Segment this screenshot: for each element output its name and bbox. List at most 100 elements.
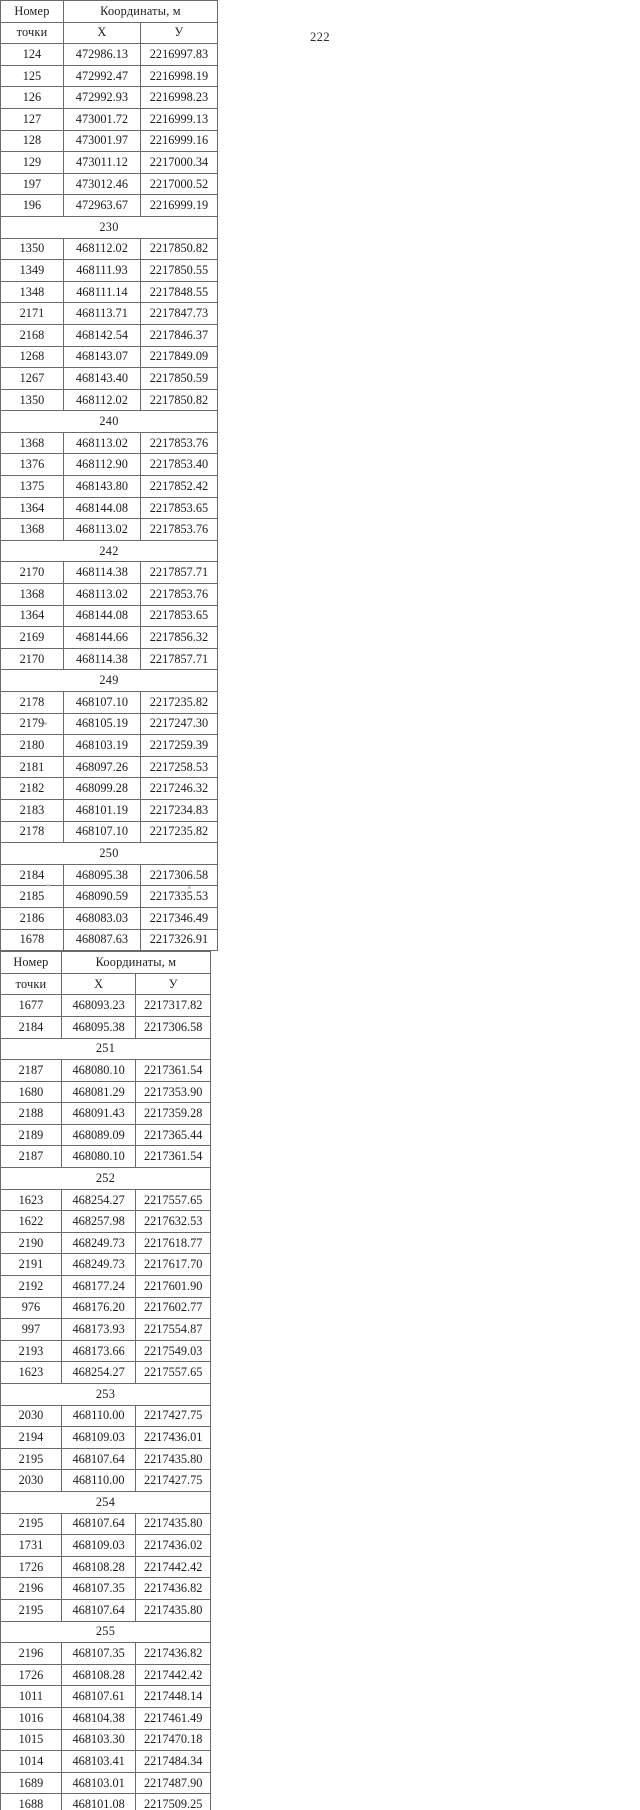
point-number: 2178 [0, 820, 64, 844]
section-header-row: 253 [0, 1383, 211, 1406]
x-coordinate: 472986.13 [62, 43, 141, 66]
y-coordinate: 2217000.52 [139, 172, 219, 196]
x-coordinate: 468087.63 [62, 928, 141, 952]
point-number: 125 [0, 64, 64, 88]
table-row: 1364 468144.08 2217853.65 [0, 604, 219, 628]
table-row: 2195 468107.64 2217435.80 [0, 1512, 211, 1536]
table-row: 2193 468173.66 2217549.03 [0, 1339, 211, 1363]
y-coordinate: 2217427.75 [135, 1469, 211, 1492]
y-coordinate: 2217850.59 [139, 367, 219, 390]
table-row: 1368 468113.02 2217853.76 [0, 431, 219, 455]
x-coordinate: 468173.93 [60, 1318, 137, 1341]
table-row: 1368 468113.02 2217853.76 [0, 518, 219, 541]
x-coordinate: 468111.14 [62, 280, 141, 304]
section-header-row: 242 [0, 539, 218, 563]
x-coordinate: 468144.08 [62, 604, 141, 628]
point-number: 2192 [0, 1275, 62, 1298]
point-number: 1731 [0, 1534, 62, 1557]
table-row: 2181 468097.26 2217258.53 [0, 755, 219, 779]
y-coordinate: 2217353.90 [135, 1080, 211, 1104]
section-number: 242 [0, 539, 218, 563]
y-coordinate: 2217853.65 [139, 496, 219, 520]
x-coordinate: 468103.19 [62, 734, 141, 757]
table-row: 2188 468091.43 2217359.28 [0, 1102, 211, 1125]
y-coordinate: 2217435.80 [135, 1447, 211, 1471]
x-coordinate: 468254.27 [60, 1361, 137, 1384]
table-row: 127 473001.72 2216999.13 [0, 107, 219, 131]
y-coordinate: 2216998.23 [139, 86, 219, 109]
header-coordinates: Координаты, м [60, 951, 212, 974]
table-row: 1678 468087.63 2217326.91 [0, 928, 219, 952]
section-header-row: 240 [0, 410, 218, 433]
x-coordinate: 468177.24 [60, 1275, 137, 1298]
header-coordinates: Координаты, м [62, 0, 219, 23]
point-number: 1376 [0, 453, 64, 477]
point-number: 2170 [0, 647, 64, 671]
y-coordinate: 2217235.82 [139, 691, 219, 714]
y-coordinate: 2217346.49 [139, 906, 219, 930]
point-number: 1689 [0, 1771, 62, 1795]
x-coordinate: 468089.09 [60, 1123, 137, 1147]
y-coordinate: 2216998.19 [139, 64, 219, 88]
point-number: 2189 [0, 1123, 62, 1147]
section-number: 254 [0, 1490, 211, 1514]
point-number: 2180 [0, 734, 64, 757]
point-number: 1349 [0, 259, 64, 282]
table-row: 2168 468142.54 2217846.37 [0, 323, 219, 347]
y-coordinate: 2217602.77 [135, 1296, 211, 1320]
point-number: 2187 [0, 1145, 62, 1169]
y-coordinate: 2217306.58 [135, 1015, 211, 1039]
y-coordinate: 2217461.49 [135, 1706, 211, 1730]
y-coordinate: 2217335.53 [139, 885, 219, 908]
x-coordinate: 473001.72 [62, 107, 141, 131]
table-row: 2030 468110.00 2217427.75 [0, 1404, 211, 1428]
point-number: 1011 [0, 1685, 62, 1708]
x-coordinate: 468176.20 [60, 1296, 137, 1320]
y-coordinate: 2217856.32 [139, 626, 219, 649]
point-number: 127 [0, 107, 64, 131]
x-coordinate: 468101.08 [60, 1793, 137, 1810]
table-row: 2190 468249.73 2217618.77 [0, 1231, 211, 1255]
x-coordinate: 468107.61 [60, 1685, 137, 1708]
x-coordinate: 468095.38 [60, 1015, 137, 1039]
point-number: 2184 [0, 1015, 62, 1039]
x-coordinate: 468107.64 [60, 1512, 137, 1536]
point-number: 1680 [0, 1080, 62, 1104]
y-coordinate: 2216999.19 [139, 194, 219, 217]
point-number: 1623 [0, 1188, 62, 1212]
left-coordinate-table: Номер Координаты, м точки X У 124 472986.… [0, 0, 219, 952]
y-coordinate: 2217427.75 [135, 1404, 211, 1428]
y-coordinate: 2217849.09 [139, 345, 219, 369]
point-number: 2181 [0, 755, 64, 779]
y-coordinate: 2217601.90 [135, 1275, 211, 1298]
x-coordinate: 468114.38 [62, 561, 141, 585]
y-coordinate: 2217857.71 [139, 647, 219, 671]
y-coordinate: 2217365.44 [135, 1123, 211, 1147]
section-header-row: 254 [0, 1490, 211, 1514]
y-coordinate: 2217436.01 [135, 1426, 211, 1449]
table-row: 2191 468249.73 2217617.70 [0, 1253, 211, 1277]
table-row: 1015 468103.30 2217470.18 [0, 1728, 211, 1752]
point-number: 2030 [0, 1404, 62, 1428]
x-coordinate: 468143.80 [62, 475, 141, 498]
page-number: 222 [310, 30, 330, 44]
y-coordinate: 2217246.32 [139, 777, 219, 800]
table-row: 1376 468112.90 2217853.40 [0, 453, 219, 477]
point-number: 2169 [0, 626, 64, 649]
y-coordinate: 2217632.53 [135, 1210, 211, 1233]
y-coordinate: 2217470.18 [135, 1728, 211, 1752]
y-coordinate: 2217234.83 [139, 798, 219, 822]
table-row: 2192 468177.24 2217601.90 [0, 1275, 211, 1298]
y-coordinate: 2217857.71 [139, 561, 219, 585]
y-coordinate: 2217852.42 [139, 475, 219, 498]
y-coordinate: 2217853.76 [139, 583, 219, 606]
x-coordinate: 468107.35 [60, 1642, 137, 1665]
table-row: 1689 468103.01 2217487.90 [0, 1771, 211, 1795]
y-coordinate: 2217557.65 [135, 1361, 211, 1384]
y-coordinate: 2217259.39 [139, 734, 219, 757]
y-coordinate: 2216997.83 [139, 43, 219, 66]
x-coordinate: 468110.00 [60, 1404, 137, 1428]
point-number: 2178 [0, 691, 64, 714]
x-coordinate: 468107.35 [60, 1577, 137, 1600]
table-row: 2195 468107.64 2217435.80 [0, 1447, 211, 1471]
